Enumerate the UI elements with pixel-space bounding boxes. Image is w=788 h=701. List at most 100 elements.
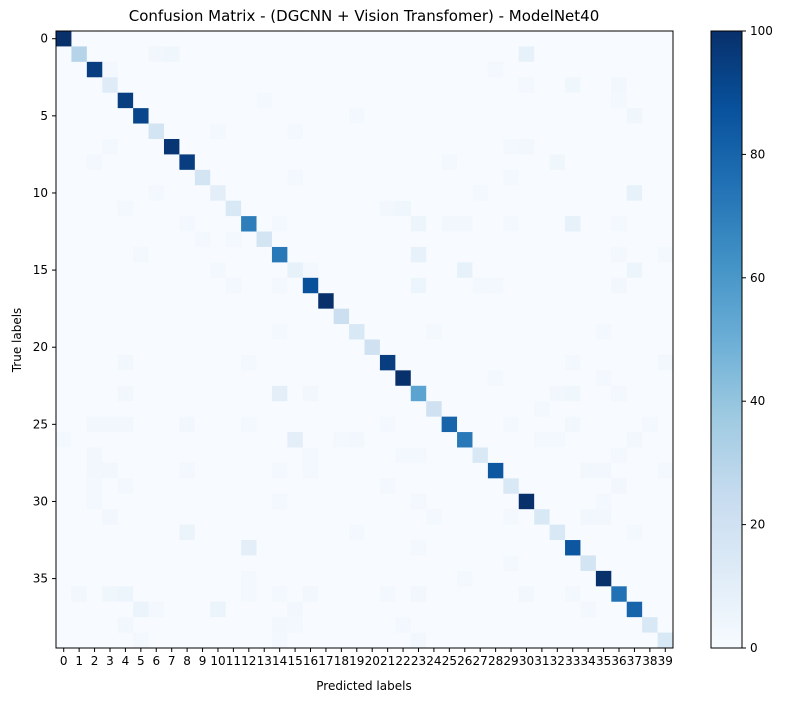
heatmap-cell: [457, 401, 473, 418]
heatmap-cell: [302, 354, 319, 371]
heatmap-cell: [302, 61, 319, 78]
heatmap-cell: [426, 200, 443, 217]
heatmap-frame: [55, 30, 674, 649]
heatmap-cell: [271, 46, 288, 63]
heatmap-cell: [117, 509, 134, 526]
heatmap-cell: [379, 524, 396, 541]
heatmap-cell: [241, 447, 257, 464]
heatmap-cell: [179, 339, 196, 356]
heatmap-cell: [379, 262, 396, 279]
heatmap-cell: [410, 185, 427, 202]
heatmap-cell: [395, 154, 412, 171]
heatmap-cell: [117, 138, 134, 155]
heatmap-cell: [472, 462, 489, 479]
heatmap-cell: [179, 462, 196, 479]
heatmap-cell: [241, 31, 257, 47]
heatmap-cell: [256, 138, 273, 155]
heatmap-cell: [364, 354, 381, 371]
heatmap-cell: [395, 308, 412, 325]
heatmap-cell: [179, 385, 196, 402]
heatmap-cell: [426, 509, 443, 526]
heatmap-cell: [241, 570, 257, 587]
heatmap-cell: [487, 185, 504, 202]
heatmap-cell: [241, 138, 257, 155]
heatmap-cell: [333, 138, 350, 155]
heatmap-cell: [102, 293, 119, 310]
heatmap-cell: [534, 123, 550, 140]
heatmap-cell: [410, 401, 427, 418]
heatmap-cell: [225, 262, 242, 279]
x-tick-label: 38: [642, 654, 657, 668]
heatmap-cell: [395, 293, 412, 310]
heatmap-cell: [642, 385, 658, 402]
heatmap-cell: [441, 169, 458, 186]
heatmap-cell: [271, 416, 288, 433]
heatmap-cell: [179, 216, 196, 232]
heatmap-cell: [549, 586, 566, 603]
heatmap-cell: [441, 216, 458, 232]
heatmap-cell: [302, 77, 319, 94]
heatmap-cell: [86, 46, 103, 63]
heatmap-cell: [611, 493, 628, 510]
heatmap-cell: [318, 169, 335, 186]
heatmap-cell: [379, 462, 396, 479]
heatmap-cell: [318, 231, 335, 248]
y-tick-label: 5: [40, 109, 48, 123]
heatmap-cell: [379, 200, 396, 217]
heatmap-cell: [364, 185, 381, 202]
heatmap-cell: [102, 123, 119, 140]
heatmap-cell: [626, 92, 643, 109]
heatmap-cell: [487, 169, 504, 186]
heatmap-cell: [395, 92, 412, 109]
heatmap-cell: [657, 447, 674, 464]
heatmap-cell: [148, 92, 165, 109]
heatmap-cell: [86, 77, 103, 94]
heatmap-cell: [379, 586, 396, 603]
heatmap-cell: [642, 432, 658, 448]
heatmap-cell: [133, 586, 149, 603]
heatmap-cell: [611, 200, 628, 217]
heatmap-cell: [395, 354, 412, 371]
heatmap-cell: [318, 200, 335, 217]
heatmap-cell: [86, 447, 103, 464]
heatmap-cell: [333, 586, 350, 603]
heatmap-cell: [642, 108, 658, 124]
heatmap-cell: [102, 277, 119, 294]
heatmap-cell: [487, 246, 504, 263]
heatmap-cell: [302, 231, 319, 248]
heatmap-cell: [503, 524, 520, 541]
heatmap-cell: [657, 77, 674, 94]
heatmap-cell: [102, 108, 119, 124]
heatmap-cell: [225, 632, 242, 649]
heatmap-cell: [117, 293, 134, 310]
heatmap-cell: [441, 540, 458, 556]
heatmap-cell: [271, 277, 288, 294]
heatmap-cell: [626, 493, 643, 510]
heatmap-cell: [56, 432, 72, 448]
heatmap-cell: [256, 632, 273, 649]
colorbar-tick-label: 100: [750, 24, 773, 38]
heatmap-cell: [626, 216, 643, 232]
heatmap-cell: [642, 478, 658, 495]
heatmap-cell: [549, 432, 566, 448]
heatmap-cell: [580, 138, 597, 155]
heatmap-cell: [518, 308, 535, 325]
heatmap-cell: [534, 77, 550, 94]
heatmap-cell: [287, 123, 304, 140]
heatmap-cell: [318, 478, 335, 495]
heatmap-cell: [102, 185, 119, 202]
heatmap-cell: [503, 586, 520, 603]
heatmap-cell: [379, 339, 396, 356]
heatmap-cell: [318, 601, 335, 618]
heatmap-cell: [133, 200, 149, 217]
heatmap-cell: [56, 462, 72, 479]
heatmap-cell: [611, 31, 628, 47]
heatmap-cell: [194, 185, 211, 202]
heatmap-cell: [626, 262, 643, 279]
heatmap-cell: [148, 524, 165, 541]
heatmap-cell: [611, 401, 628, 418]
heatmap-cell: [318, 462, 335, 479]
heatmap-cell: [657, 169, 674, 186]
heatmap-cell: [472, 416, 489, 433]
heatmap-cell: [534, 46, 550, 63]
